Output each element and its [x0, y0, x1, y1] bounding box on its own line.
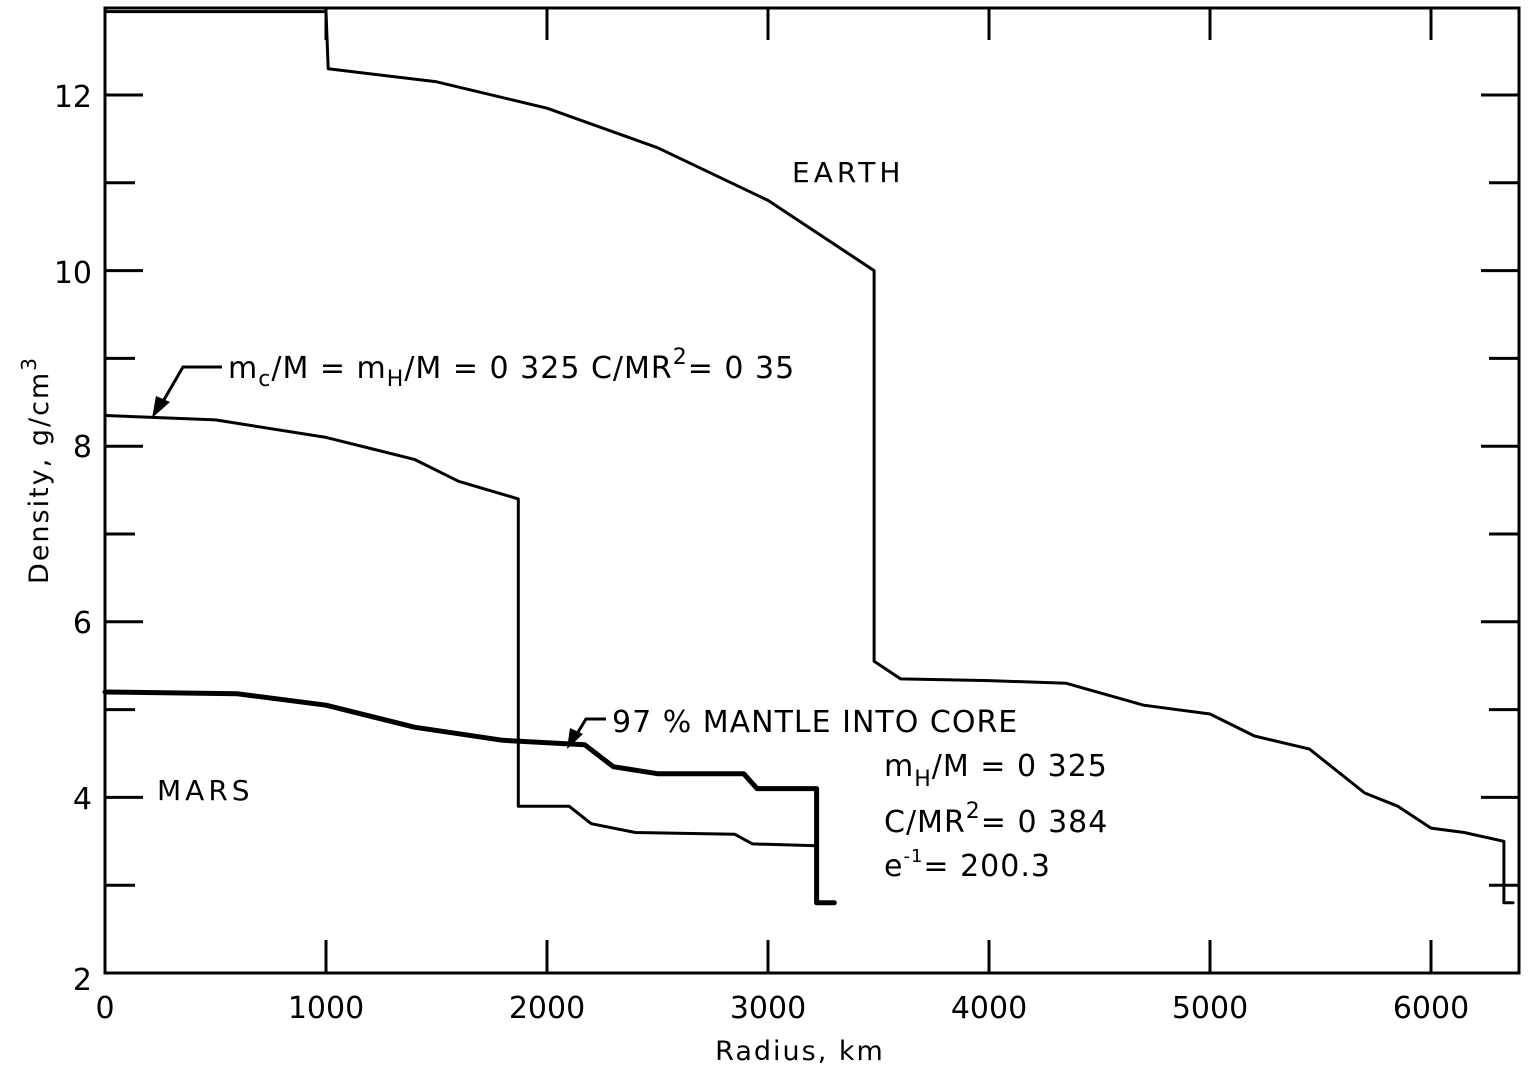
x-tick-label: 5000: [1172, 991, 1248, 1026]
data-series: [102, 10, 1515, 906]
x-tick-label: 3000: [730, 991, 806, 1026]
x-tick-label: 1000: [288, 991, 364, 1026]
y-axis-title-text: Density, g/cm: [24, 371, 55, 584]
x-tick-label: 6000: [1393, 991, 1469, 1026]
y-tick-label: 10: [54, 256, 92, 291]
y-tick-label: 8: [73, 430, 92, 465]
axis-ticks: [105, 8, 1519, 973]
x-axis-tick-labels: 0 1000 2000 3000 4000 5000 6000: [95, 991, 1469, 1026]
y-tick-label: 4: [73, 782, 92, 817]
earth-label: EARTH: [792, 156, 904, 189]
model-a-text: mc/M = mH/M = 0 325 C/MR2= 0 35: [228, 345, 795, 392]
y-axis-title-superscript: 3: [17, 356, 41, 371]
model-b-annotation: 97 % MANTLE INTO CORE mH/M = 0 325 C/MR2…: [567, 705, 1108, 884]
x-tick-label: 4000: [951, 991, 1027, 1026]
model-b-title: 97 % MANTLE INTO CORE: [612, 705, 1018, 740]
model-b-line2: C/MR2= 0 384: [884, 799, 1108, 840]
mars-label: MARS: [157, 774, 254, 807]
x-tick-label: 2000: [509, 991, 585, 1026]
model-a-arrowhead-icon: [152, 396, 170, 418]
y-tick-label: 2: [73, 963, 92, 998]
mars-97-percent-curve: [102, 689, 837, 906]
earth-density-curve: [103, 10, 1515, 905]
x-axis-title: Radius, km: [715, 1036, 885, 1067]
model-b-arrowhead-icon: [567, 728, 583, 749]
y-axis-tick-labels: 2 4 6 8 10 12: [54, 80, 92, 998]
y-tick-label: 6: [73, 606, 92, 641]
mars-model-a-curve: [103, 414, 836, 905]
model-a-leader-line: [156, 365, 222, 411]
model-b-line1: mH/M = 0 325: [884, 749, 1108, 792]
model-a-annotation: mc/M = mH/M = 0 325 C/MR2= 0 35: [152, 345, 795, 418]
y-axis-title: Density, g/cm3: [17, 356, 55, 584]
x-tick-label: 0: [95, 991, 114, 1026]
y-tick-label: 12: [54, 80, 92, 115]
model-b-line3: e-1= 200.3: [884, 846, 1051, 884]
plot-frame: [103, 6, 1521, 975]
